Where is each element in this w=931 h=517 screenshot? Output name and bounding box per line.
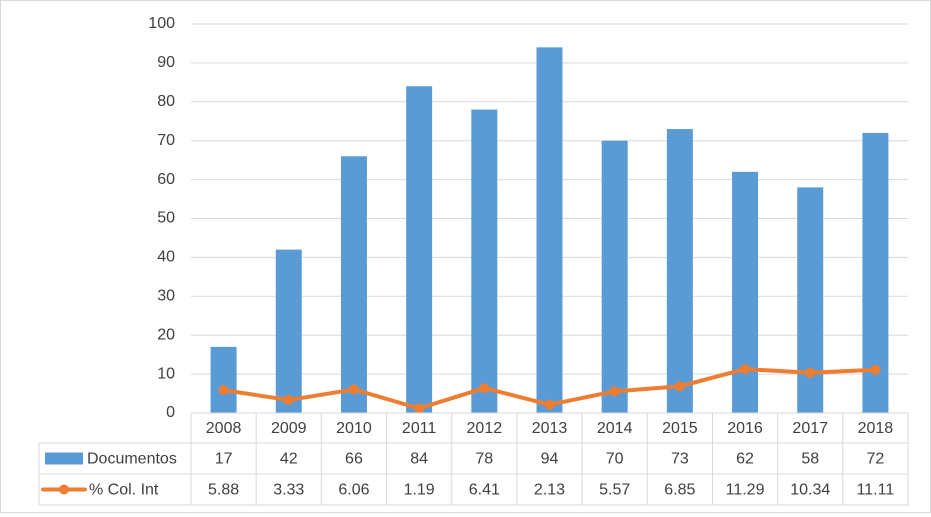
data-label-documentos: 66 <box>345 451 363 468</box>
line-point-2017 <box>805 367 816 378</box>
x-tick-label: 2012 <box>467 420 503 437</box>
data-label-col-int: 5.88 <box>208 482 239 499</box>
data-label-col-int: 10.34 <box>790 482 830 499</box>
line-point-2008 <box>218 385 229 396</box>
data-label-documentos: 84 <box>410 451 428 468</box>
x-tick-label: 2008 <box>206 420 242 437</box>
data-label-documentos: 73 <box>671 451 689 468</box>
col-int-line <box>218 364 881 414</box>
y-tick-label: 0 <box>166 404 175 421</box>
y-tick-label: 90 <box>157 54 175 71</box>
line-point-2010 <box>348 384 359 395</box>
bar-2010 <box>340 156 367 413</box>
data-label-col-int: 11.11 <box>857 482 895 499</box>
data-label-col-int: 5.57 <box>599 482 630 499</box>
data-table: 2008 2009 2010 2011 2012 2013 2014 2015 2016 2017… <box>38 412 909 506</box>
legend-label-documentos: Documentos <box>87 451 177 468</box>
line-point-2015 <box>674 381 685 392</box>
y-tick-label: 100 <box>148 15 175 32</box>
x-tick-label: 2010 <box>336 420 372 437</box>
data-label-documentos: 42 <box>280 451 298 468</box>
data-label-documentos: 70 <box>606 451 624 468</box>
y-tick-label: 80 <box>157 93 175 110</box>
line-point-2011 <box>414 403 425 414</box>
bar-2014 <box>601 140 628 413</box>
data-label-col-int: 6.06 <box>338 482 369 499</box>
y-axis-ticks: 0 10 20 30 40 50 60 70 80 90 100 <box>148 15 175 421</box>
data-label-col-int: 2.13 <box>534 482 565 499</box>
y-tick-label: 40 <box>157 249 175 266</box>
y-tick-label: 50 <box>157 210 175 227</box>
data-label-documentos: 58 <box>801 451 819 468</box>
legend-key-col-int-marker <box>59 484 69 495</box>
line-point-2013 <box>544 399 555 410</box>
legend-key-documentos <box>45 452 83 465</box>
y-tick-label: 10 <box>157 365 175 382</box>
data-label-documentos: 17 <box>215 451 233 468</box>
data-label-documentos: 72 <box>867 451 885 468</box>
data-label-documentos: 62 <box>736 451 754 468</box>
bar-2012 <box>471 109 498 413</box>
x-tick-label: 2016 <box>727 420 763 437</box>
y-tick-label: 60 <box>157 171 175 188</box>
x-tick-label: 2013 <box>532 420 568 437</box>
x-tick-label: 2014 <box>597 420 633 437</box>
y-tick-label: 30 <box>157 288 175 305</box>
bar-2013 <box>536 47 563 414</box>
x-tick-label: 2009 <box>271 420 307 437</box>
data-label-col-int: 6.41 <box>469 482 500 499</box>
line-point-2016 <box>740 364 751 375</box>
bar-2017 <box>797 187 824 413</box>
data-label-col-int: 3.33 <box>273 482 304 499</box>
bar-2009 <box>275 249 302 413</box>
data-label-documentos: 94 <box>541 451 559 468</box>
x-tick-label: 2011 <box>402 420 437 437</box>
legend-label-col-int: % Col. Int <box>89 482 159 499</box>
line-point-2009 <box>283 395 294 406</box>
bar-2015 <box>666 129 693 413</box>
line-point-2018 <box>870 364 881 375</box>
line-point-2014 <box>609 386 620 397</box>
x-tick-label: 2017 <box>792 420 828 437</box>
data-label-col-int: 1.19 <box>404 482 435 499</box>
data-label-col-int: 6.85 <box>664 482 695 499</box>
data-label-documentos: 78 <box>475 451 493 468</box>
data-label-col-int: 11.29 <box>726 482 765 499</box>
line-point-2012 <box>479 383 490 394</box>
x-tick-label: 2015 <box>662 420 698 437</box>
y-tick-label: 20 <box>157 326 175 343</box>
bar-2016 <box>732 171 759 413</box>
bar-2011 <box>406 86 433 414</box>
y-tick-label: 70 <box>157 132 175 149</box>
x-tick-label: 2018 <box>858 420 894 437</box>
bar-2008 <box>210 346 237 413</box>
